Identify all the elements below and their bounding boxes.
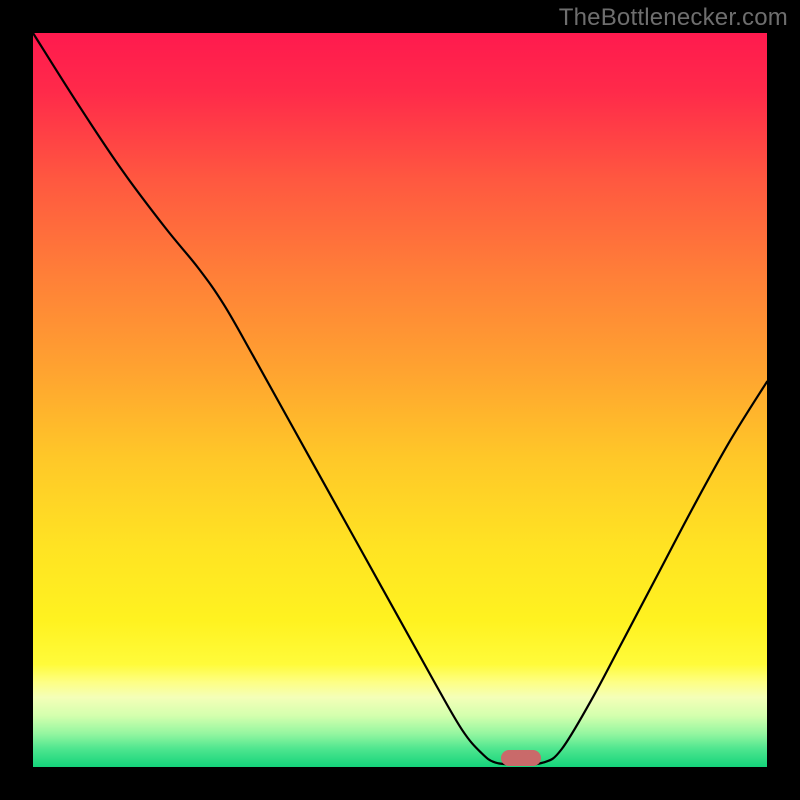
- plot-area: [33, 33, 767, 767]
- bottleneck-curve: [33, 33, 767, 767]
- watermark-text: TheBottlenecker.com: [559, 4, 788, 32]
- bottleneck-curve-path: [33, 33, 767, 764]
- optimum-marker: [501, 750, 541, 766]
